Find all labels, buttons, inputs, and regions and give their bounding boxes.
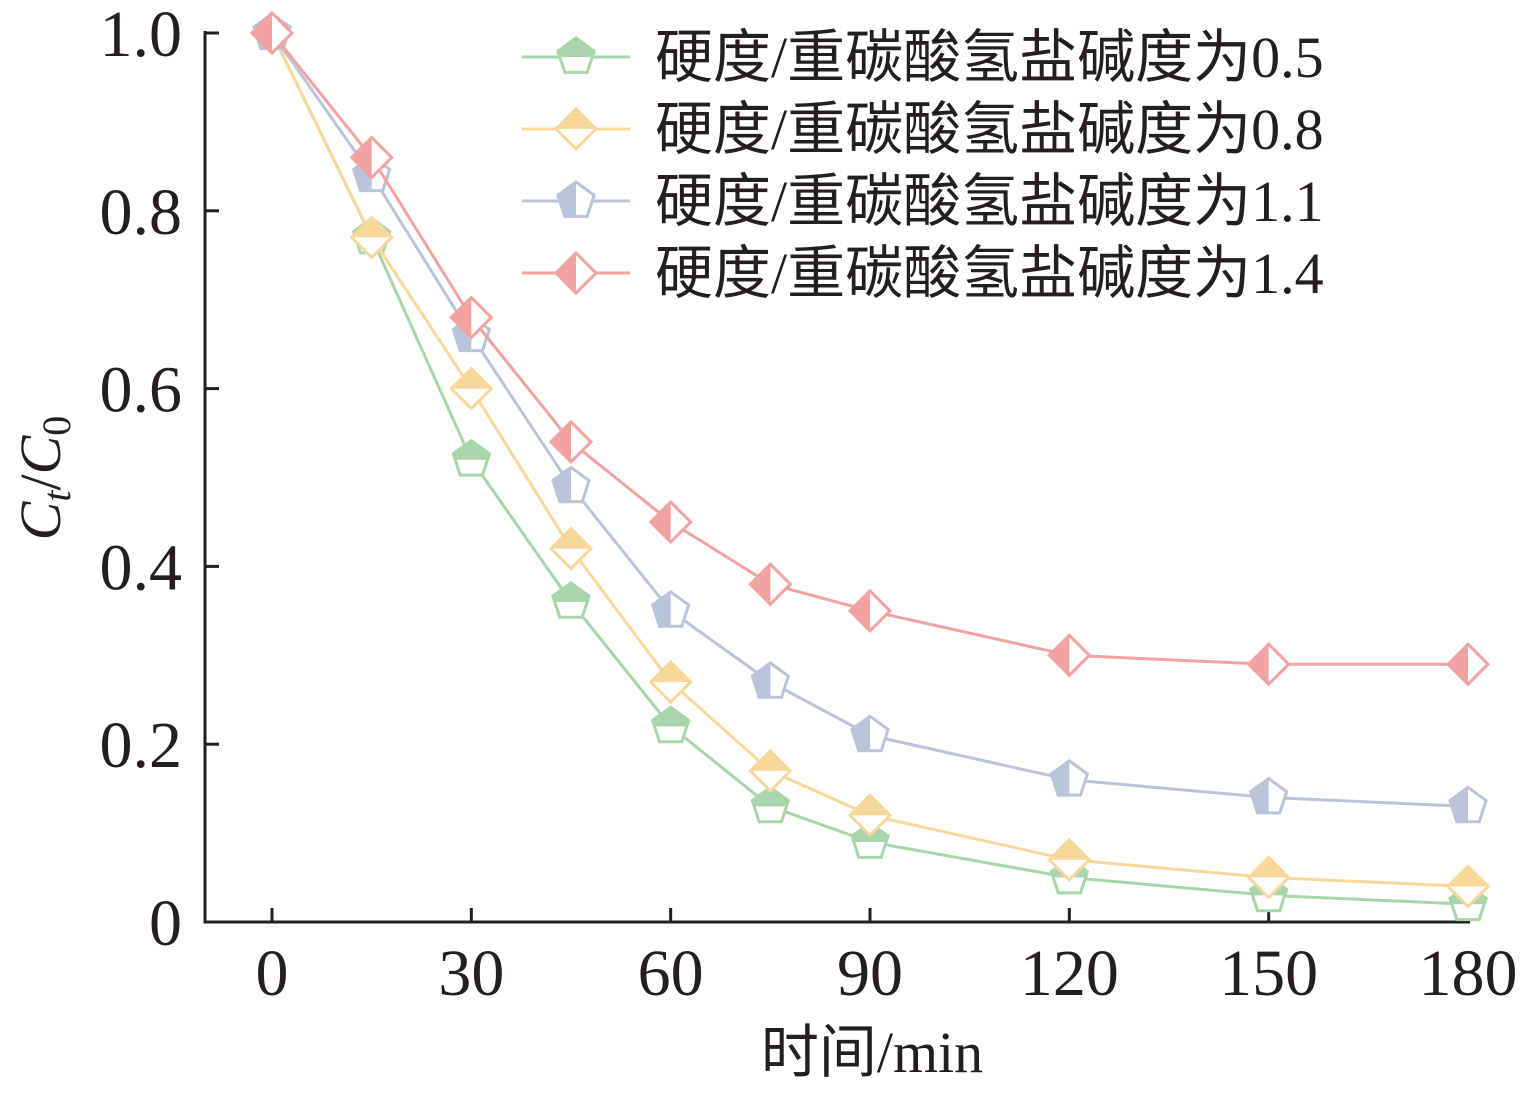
y-tick-label: 0.6 xyxy=(100,354,183,427)
series-4-point xyxy=(1047,633,1092,678)
series-2-point xyxy=(548,526,594,571)
series-4-point xyxy=(249,10,295,56)
y-axis-title: Ct/C0 xyxy=(8,416,79,541)
series-4-point xyxy=(449,295,494,340)
series-layer xyxy=(249,10,1491,922)
legend-label: 硬度/重碳酸氢盐碱度为0.8 xyxy=(655,97,1324,162)
x-axis-title: 时间/min xyxy=(761,1020,983,1085)
series-4-point xyxy=(748,562,793,607)
series-2-point xyxy=(748,748,793,794)
x-tick-label: 0 xyxy=(256,937,289,1010)
series-2-point xyxy=(847,793,893,838)
y-axis-title-sub-0: 0 xyxy=(34,416,79,436)
series-3-point xyxy=(750,661,791,699)
legend-label: 硬度/重碳酸氢盐碱度为1.1 xyxy=(655,169,1324,234)
series-4-point xyxy=(548,419,594,465)
series-4-line xyxy=(270,32,1468,666)
series-2-point xyxy=(449,366,494,411)
series-2-point xyxy=(349,215,394,260)
y-tick-label: 0.2 xyxy=(100,709,183,782)
series-4-point xyxy=(1445,642,1491,687)
y-axis-title-c: C xyxy=(8,500,73,540)
series-1-point xyxy=(650,705,691,744)
legend-entry-3: 硬度/重碳酸氢盐碱度为1.1 xyxy=(522,169,1324,234)
series-2-point xyxy=(1445,864,1491,909)
y-tick-label: 0.8 xyxy=(100,176,183,249)
series-3-point xyxy=(1448,785,1488,824)
legend-entry-1: 硬度/重碳酸氢盐碱度为0.5 xyxy=(522,25,1324,90)
series-4 xyxy=(249,10,1491,687)
series-3-line xyxy=(270,32,1469,808)
legend-marker xyxy=(553,106,599,152)
series-3-point xyxy=(850,714,890,753)
series-4-point xyxy=(1246,642,1291,687)
legend-entry-2: 硬度/重碳酸氢盐碱度为0.8 xyxy=(522,97,1324,162)
legend-marker xyxy=(556,36,596,74)
x-tick-label: 90 xyxy=(837,937,903,1010)
series-3-point xyxy=(551,465,591,504)
series-1-point xyxy=(451,438,492,477)
series-2-point xyxy=(1047,837,1092,882)
x-tick-label: 30 xyxy=(438,937,504,1010)
x-tick-label: 180 xyxy=(1419,937,1518,1010)
legend-entry-4: 硬度/重碳酸氢盐碱度为1.4 xyxy=(522,241,1324,306)
series-4-point xyxy=(349,135,394,180)
legend-marker xyxy=(553,250,599,296)
x-tick-label: 150 xyxy=(1219,937,1318,1010)
y-axis-title-slash: / xyxy=(8,474,73,491)
series-1-line xyxy=(270,32,1469,906)
y-axis-title-sub-t: t xyxy=(34,490,79,502)
x-tick-label: 120 xyxy=(1020,937,1119,1010)
y-tick-label: 0 xyxy=(149,887,182,960)
y-tick-label: 0.4 xyxy=(100,531,183,604)
series-2-line xyxy=(270,32,1469,888)
series-3-point xyxy=(1049,758,1090,797)
y-tick-label: 1.0 xyxy=(100,0,183,71)
series-3-point xyxy=(650,590,691,628)
series-4-point xyxy=(847,588,893,634)
legend: 硬度/重碳酸氢盐碱度为0.5 硬度/重碳酸氢盐碱度为0.8 硬度/重碳酸氢盐碱度为1… xyxy=(522,25,1324,306)
legend-marker xyxy=(556,180,596,218)
svg-text:Ct/C0: Ct/C0 xyxy=(8,416,79,541)
y-axis-title-c0: C xyxy=(8,434,73,474)
series-2-point xyxy=(648,659,693,705)
series-2-point xyxy=(1246,855,1291,900)
axes: 0 30 60 90 120 150 180 0 0.2 0.4 0.6 0.8 1.0 xyxy=(100,0,1518,1010)
series-4-point xyxy=(648,499,693,545)
series-1-point xyxy=(551,581,591,619)
series-1-point xyxy=(750,785,791,824)
series-3-point xyxy=(1248,776,1289,815)
legend-label: 硬度/重碳酸氢盐碱度为0.5 xyxy=(655,25,1324,90)
legend-label: 硬度/重碳酸氢盐碱度为1.4 xyxy=(655,241,1324,306)
x-tick-label: 60 xyxy=(638,937,704,1010)
